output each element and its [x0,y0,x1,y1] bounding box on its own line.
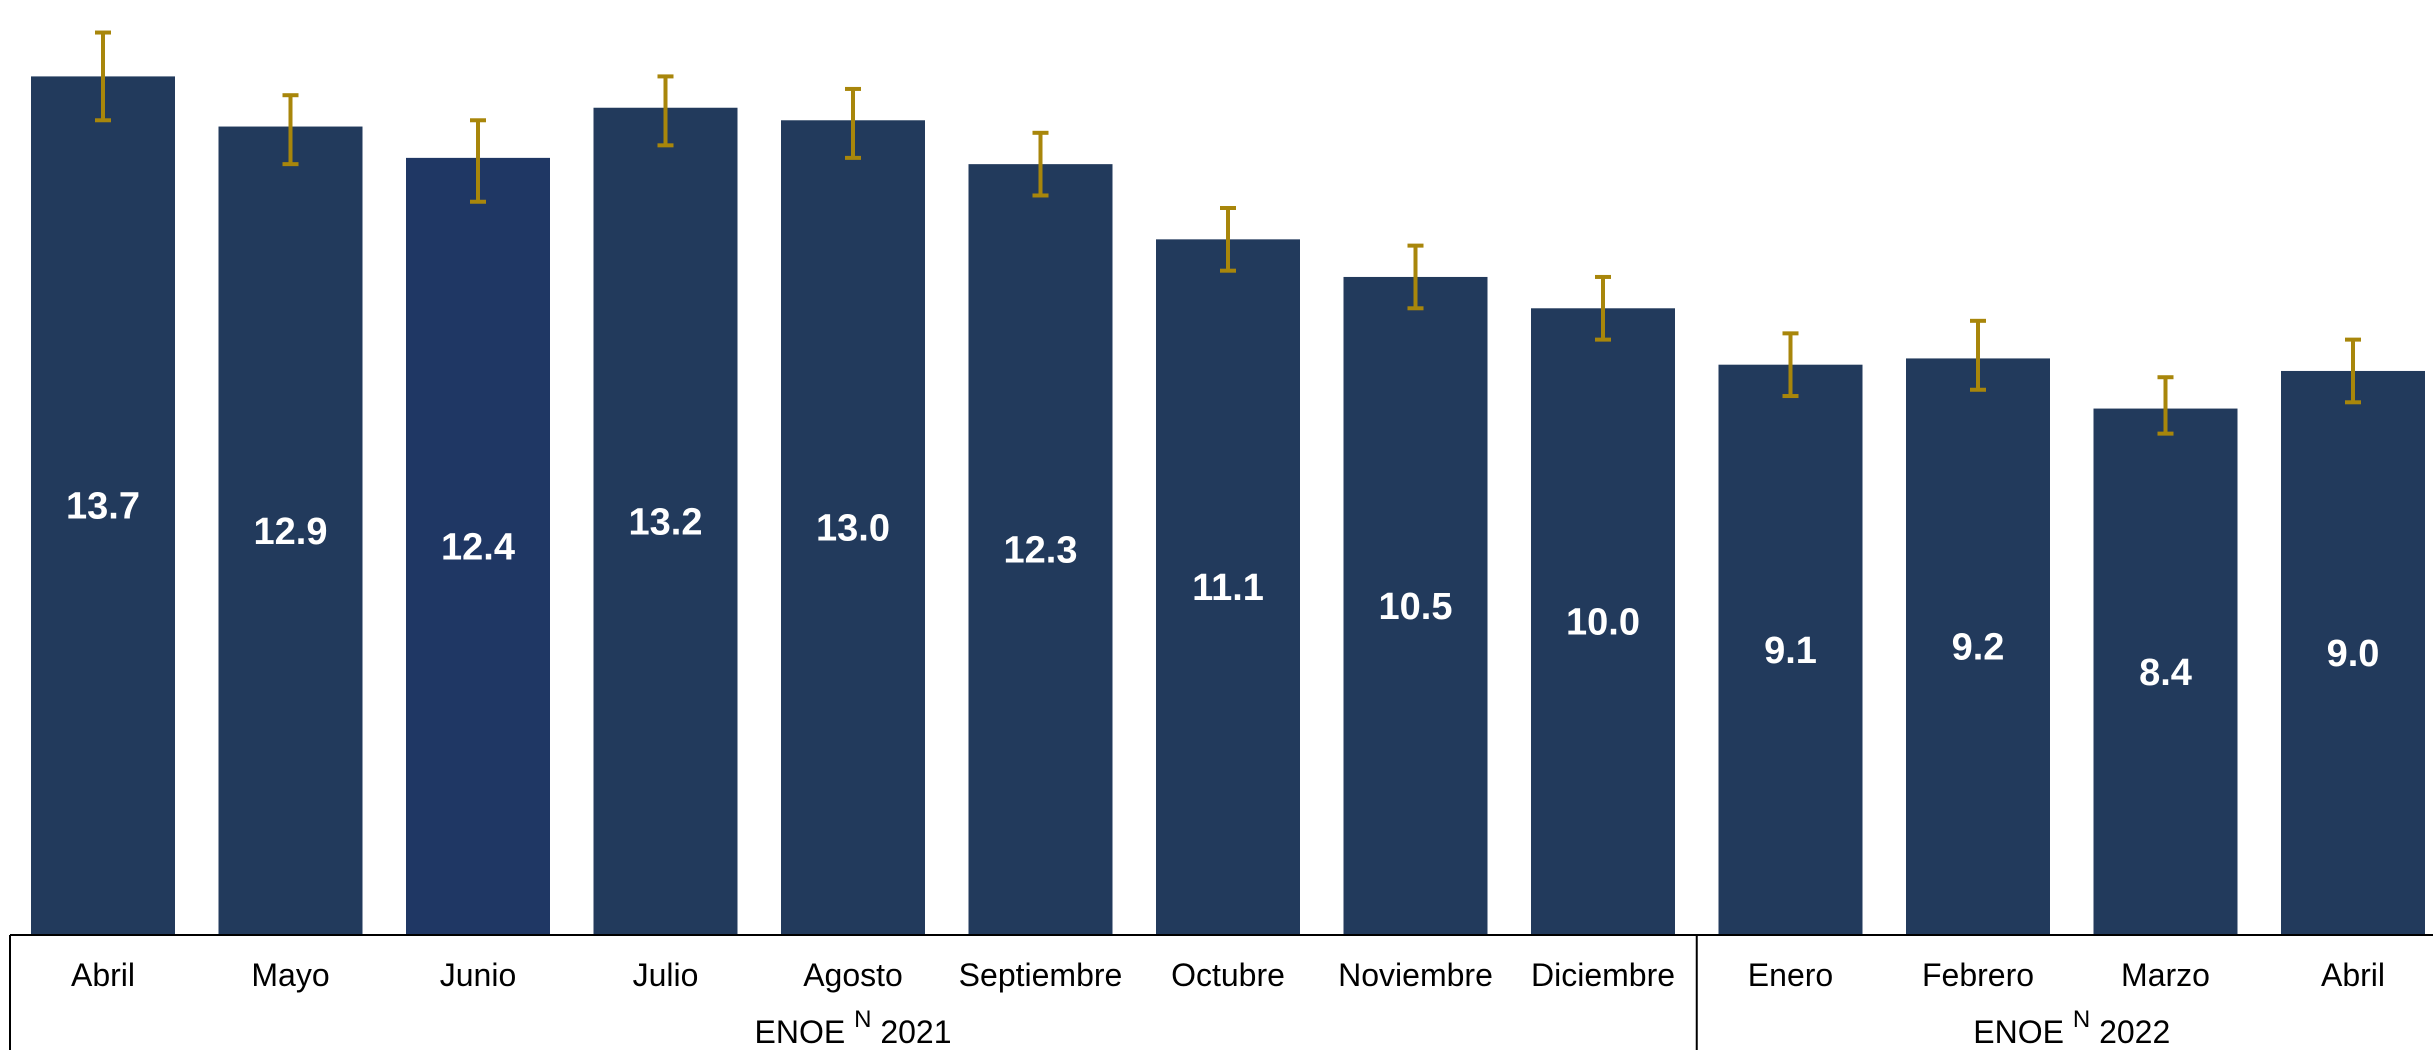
bar-3 [406,157,550,935]
bar-9 [1531,308,1675,935]
bar-5 [781,120,925,935]
error-bar-8 [1407,243,1424,311]
category-label-3: Junio [440,957,517,993]
error-bar-4 [657,74,674,148]
error-bar-7 [1220,206,1236,273]
bar-6 [968,164,1113,936]
bar-1 [31,76,175,935]
value-label-3: 12.4 [441,526,515,568]
error-bars-layer [95,30,2361,436]
category-label-12: Marzo [2121,957,2210,993]
category-label-8: Noviembre [1338,957,1493,993]
category-label-5: Agosto [803,957,903,993]
value-label-7: 11.1 [1192,567,1264,609]
category-label-7: Octubre [1171,957,1285,993]
group-labels-layer: ENOE N 2021 ENOE N 2022 [755,1006,2171,1050]
category-label-1: Abril [71,957,135,993]
category-label-2: Mayo [251,957,329,993]
value-labels-layer: 13.7 12.9 12.4 13.2 13.0 12.3 11.1 10.5 10.0 9.1 9… [66,486,2379,694]
error-bar-6 [1032,130,1049,198]
value-label-13: 9.0 [2327,633,2380,675]
value-label-12: 8.4 [2139,652,2192,694]
category-labels-layer: Abril Mayo Junio Julio Agosto Septiembre Octub… [71,957,2385,993]
bar-12 [2093,408,2238,935]
bar-4 [593,107,738,935]
bar-2 [218,126,363,936]
error-bar-5 [845,86,861,160]
category-label-10: Enero [1748,957,1833,993]
category-label-13: Abril [2321,957,2385,993]
bar-10 [1718,364,1863,935]
error-bar-9 [1595,274,1611,342]
bars-layer [31,76,2425,936]
bar-8 [1343,276,1488,936]
bar-13 [2281,370,2425,936]
category-label-11: Febrero [1922,957,2034,993]
value-label-4: 13.2 [629,501,703,543]
group-label-2: ENOE N 2022 [1973,1006,2170,1050]
error-bar-12 [2157,375,2174,436]
value-label-2: 12.9 [254,511,328,553]
value-label-5: 13.0 [816,508,890,550]
bar-11 [1906,358,2050,935]
category-axis-frame [9,934,2433,1050]
value-label-11: 9.2 [1952,627,2005,669]
error-bar-3 [470,118,486,204]
error-bar-2 [282,93,299,167]
error-bar-1 [95,30,111,123]
bar-7 [1156,239,1300,936]
group-label-1: ENOE N 2021 [755,1006,952,1050]
error-bar-13 [2345,337,2361,405]
error-bar-10 [1782,331,1799,399]
category-label-6: Septiembre [959,957,1123,993]
category-label-4: Julio [633,957,699,993]
category-label-9: Diciembre [1531,957,1675,993]
value-label-9: 10.0 [1566,602,1640,644]
error-bar-11 [1970,318,1986,392]
value-label-8: 10.5 [1379,586,1453,628]
value-label-10: 9.1 [1764,630,1817,672]
value-label-1: 13.7 [66,486,140,528]
value-label-6: 12.3 [1004,530,1078,572]
